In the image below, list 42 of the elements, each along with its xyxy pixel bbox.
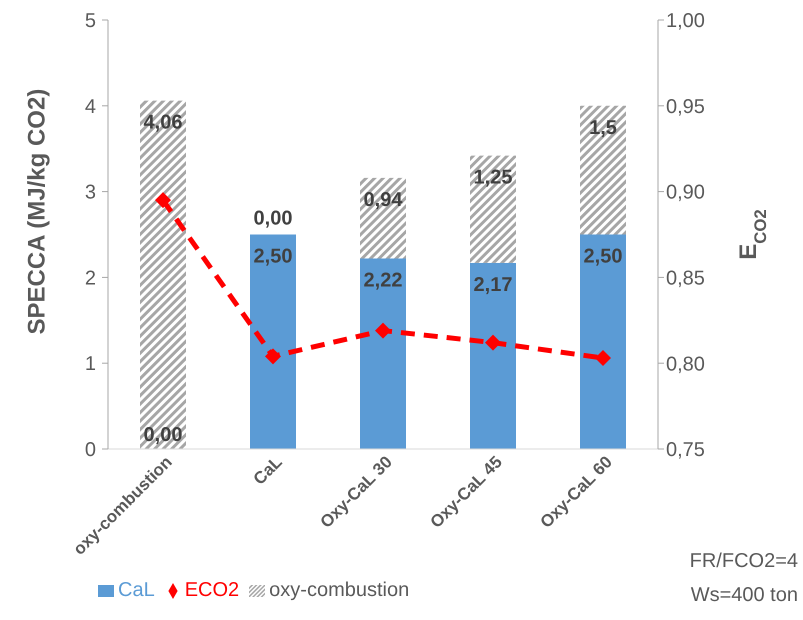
legend-label: CaL xyxy=(118,579,155,601)
bar xyxy=(360,178,406,259)
data-label: 2,50 xyxy=(584,246,622,268)
bar xyxy=(470,262,516,449)
point xyxy=(155,192,171,208)
bar xyxy=(140,100,186,449)
y-tick-label: 3 xyxy=(84,182,96,204)
data-label: 2,50 xyxy=(254,246,292,268)
y2-tick-label: 1,00 xyxy=(666,10,705,32)
y2-tick-label: 0,85 xyxy=(666,268,705,290)
y-axis-title: SPECCA (MJ/kg CO2) xyxy=(24,88,51,334)
point xyxy=(485,334,501,351)
data-label: 1,5 xyxy=(589,116,617,139)
y2-tick-label: 0,75 xyxy=(666,439,705,462)
y-tick-label: 4 xyxy=(84,96,96,118)
data-label: 2,22 xyxy=(364,270,402,292)
bar xyxy=(580,106,626,234)
data-label: 1,25 xyxy=(474,166,512,189)
x-tick-label: CaL xyxy=(250,452,286,489)
legend-label: oxy-combustion xyxy=(269,579,410,601)
point xyxy=(375,322,391,339)
bar xyxy=(470,156,516,263)
point xyxy=(595,350,611,366)
data-label: 2,17 xyxy=(474,274,512,296)
bar xyxy=(580,234,626,449)
y2-tick-label: 0,95 xyxy=(666,96,705,118)
data-label: 0,00 xyxy=(144,424,182,446)
data-label: 4,06 xyxy=(144,112,182,134)
data-label: 0,94 xyxy=(364,188,404,211)
y2-tick-label: 0,80 xyxy=(666,353,705,376)
point xyxy=(265,348,281,364)
y-tick-label: 1 xyxy=(84,353,96,376)
y-tick-label: 5 xyxy=(84,10,96,32)
bar xyxy=(360,258,406,449)
bar xyxy=(250,234,296,449)
y2-tick-label: 0,90 xyxy=(666,182,705,204)
text: Ws=400 ton xyxy=(690,583,798,608)
y-tick-label: 2 xyxy=(84,267,96,290)
y-tick-label: 0 xyxy=(84,439,96,461)
data-label: 0,00 xyxy=(254,207,292,230)
text: FR/FCO2=4 xyxy=(690,549,798,574)
legend-label: ECO2 xyxy=(184,579,240,601)
